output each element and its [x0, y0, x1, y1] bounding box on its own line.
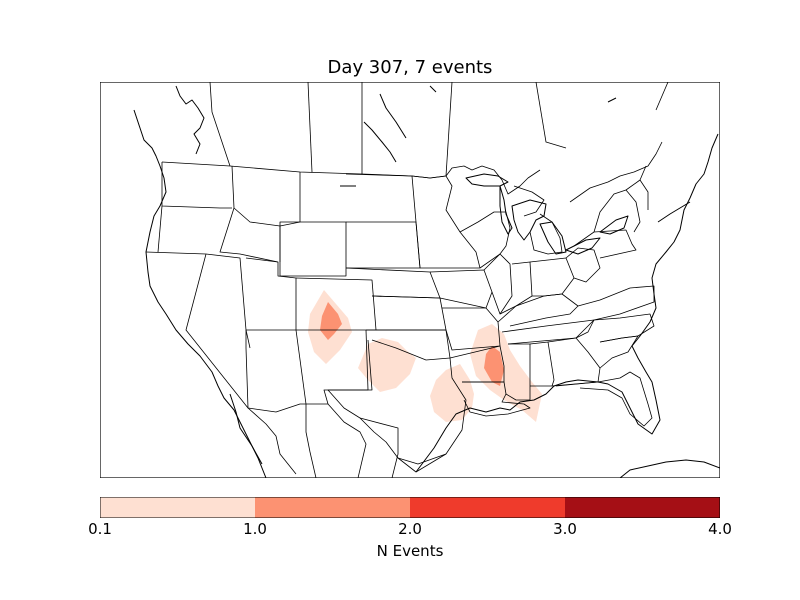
colorbar-tick-2: 2.0: [398, 520, 422, 538]
colorbar-segment-0: [100, 497, 255, 518]
coastlines: [133, 85, 720, 478]
contour-new-mexico-mid: [320, 302, 342, 340]
colorbar-tick-3: 3.0: [553, 520, 577, 538]
map-title: Day 307, 7 events: [327, 57, 493, 78]
state-boundaries: [145, 82, 669, 478]
colorbar-segment-1: [255, 497, 410, 518]
event-density-map: [100, 82, 720, 478]
contour-east-texas-low: [430, 364, 474, 422]
colorbar-tick-0: 0.1: [88, 520, 112, 538]
contour-louisiana-mid: [484, 346, 504, 386]
colorbar-segment-3: [565, 497, 720, 518]
contour-texas-panhandle-low: [358, 338, 416, 392]
colorbar-tick-4: 4.0: [708, 520, 732, 538]
colorbar-segment-2: [410, 497, 565, 518]
colorbar-label: N Events: [376, 542, 444, 560]
colorbar-tick-1: 1.0: [243, 520, 267, 538]
colorbar: [100, 497, 720, 518]
